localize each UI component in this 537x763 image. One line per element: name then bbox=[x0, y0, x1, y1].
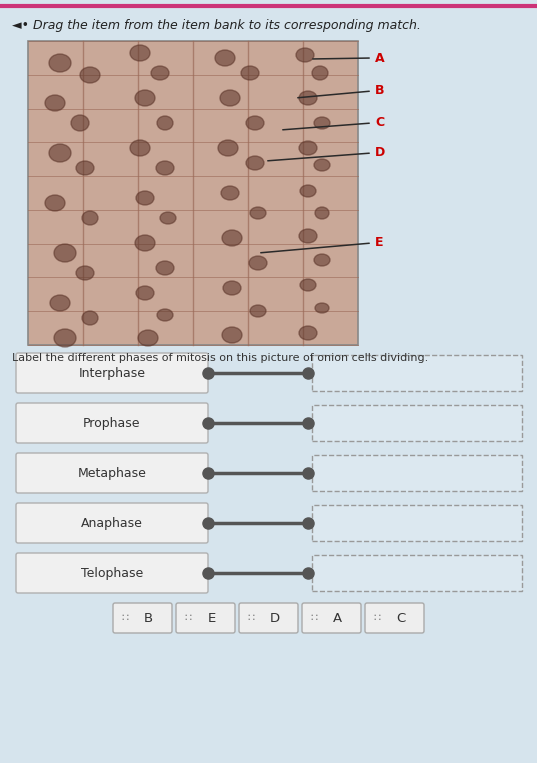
Ellipse shape bbox=[222, 230, 242, 246]
Ellipse shape bbox=[314, 159, 330, 171]
Ellipse shape bbox=[296, 48, 314, 62]
Ellipse shape bbox=[156, 161, 174, 175]
Ellipse shape bbox=[45, 195, 65, 211]
Ellipse shape bbox=[49, 54, 71, 72]
FancyBboxPatch shape bbox=[16, 403, 208, 443]
Ellipse shape bbox=[299, 141, 317, 155]
Text: D: D bbox=[270, 611, 280, 624]
Ellipse shape bbox=[299, 229, 317, 243]
Ellipse shape bbox=[82, 311, 98, 325]
FancyBboxPatch shape bbox=[176, 603, 235, 633]
Text: B: B bbox=[375, 85, 384, 98]
Text: A: A bbox=[333, 611, 342, 624]
Ellipse shape bbox=[315, 207, 329, 219]
Ellipse shape bbox=[50, 295, 70, 311]
Ellipse shape bbox=[312, 66, 328, 80]
Ellipse shape bbox=[220, 90, 240, 106]
Text: ∷: ∷ bbox=[310, 613, 317, 623]
Text: Metaphase: Metaphase bbox=[77, 466, 147, 479]
Ellipse shape bbox=[80, 67, 100, 83]
FancyBboxPatch shape bbox=[16, 353, 208, 393]
FancyBboxPatch shape bbox=[16, 503, 208, 543]
Ellipse shape bbox=[71, 115, 89, 131]
Ellipse shape bbox=[221, 186, 239, 200]
Text: Telophase: Telophase bbox=[81, 566, 143, 580]
Text: B: B bbox=[144, 611, 153, 624]
Text: A: A bbox=[375, 51, 384, 65]
Ellipse shape bbox=[246, 116, 264, 130]
Text: ∷: ∷ bbox=[184, 613, 192, 623]
Ellipse shape bbox=[246, 156, 264, 170]
Ellipse shape bbox=[222, 327, 242, 343]
Text: Anaphase: Anaphase bbox=[81, 517, 143, 530]
Ellipse shape bbox=[315, 303, 329, 313]
FancyBboxPatch shape bbox=[302, 603, 361, 633]
FancyBboxPatch shape bbox=[16, 553, 208, 593]
FancyBboxPatch shape bbox=[312, 355, 522, 391]
Ellipse shape bbox=[157, 116, 173, 130]
Ellipse shape bbox=[299, 326, 317, 340]
Ellipse shape bbox=[135, 235, 155, 251]
Ellipse shape bbox=[215, 50, 235, 66]
Text: Label the different phases of mitosis on this picture of onion cells dividing.: Label the different phases of mitosis on… bbox=[12, 353, 428, 363]
Ellipse shape bbox=[136, 286, 154, 300]
Text: E: E bbox=[207, 611, 216, 624]
Text: ∷: ∷ bbox=[121, 613, 128, 623]
Ellipse shape bbox=[218, 140, 238, 156]
Ellipse shape bbox=[223, 281, 241, 295]
Text: Prophase: Prophase bbox=[83, 417, 141, 430]
Ellipse shape bbox=[130, 140, 150, 156]
Text: E: E bbox=[375, 237, 383, 250]
FancyBboxPatch shape bbox=[312, 555, 522, 591]
FancyBboxPatch shape bbox=[113, 603, 172, 633]
FancyBboxPatch shape bbox=[312, 405, 522, 441]
Ellipse shape bbox=[299, 91, 317, 105]
Ellipse shape bbox=[76, 161, 94, 175]
Text: C: C bbox=[396, 611, 405, 624]
Ellipse shape bbox=[136, 191, 154, 205]
Ellipse shape bbox=[314, 254, 330, 266]
Text: D: D bbox=[375, 146, 385, 159]
Ellipse shape bbox=[241, 66, 259, 80]
FancyBboxPatch shape bbox=[16, 453, 208, 493]
Ellipse shape bbox=[135, 90, 155, 106]
Ellipse shape bbox=[300, 185, 316, 197]
Ellipse shape bbox=[250, 207, 266, 219]
Ellipse shape bbox=[45, 95, 65, 111]
Ellipse shape bbox=[76, 266, 94, 280]
Ellipse shape bbox=[156, 261, 174, 275]
Text: ◄• Drag the item from the item bank to its corresponding match.: ◄• Drag the item from the item bank to i… bbox=[12, 19, 421, 32]
Ellipse shape bbox=[82, 211, 98, 225]
FancyBboxPatch shape bbox=[312, 455, 522, 491]
Ellipse shape bbox=[300, 279, 316, 291]
Ellipse shape bbox=[54, 244, 76, 262]
Bar bbox=[28, 41, 358, 345]
Text: Interphase: Interphase bbox=[78, 366, 146, 379]
FancyBboxPatch shape bbox=[312, 505, 522, 541]
Ellipse shape bbox=[49, 144, 71, 162]
FancyBboxPatch shape bbox=[239, 603, 298, 633]
Text: ∷: ∷ bbox=[373, 613, 381, 623]
Ellipse shape bbox=[249, 256, 267, 270]
Ellipse shape bbox=[157, 309, 173, 321]
Text: C: C bbox=[375, 117, 384, 130]
Ellipse shape bbox=[54, 329, 76, 347]
Ellipse shape bbox=[138, 330, 158, 346]
FancyBboxPatch shape bbox=[365, 603, 424, 633]
Ellipse shape bbox=[250, 305, 266, 317]
Text: ∷: ∷ bbox=[248, 613, 255, 623]
Ellipse shape bbox=[130, 45, 150, 61]
Ellipse shape bbox=[160, 212, 176, 224]
Ellipse shape bbox=[314, 117, 330, 129]
Ellipse shape bbox=[151, 66, 169, 80]
